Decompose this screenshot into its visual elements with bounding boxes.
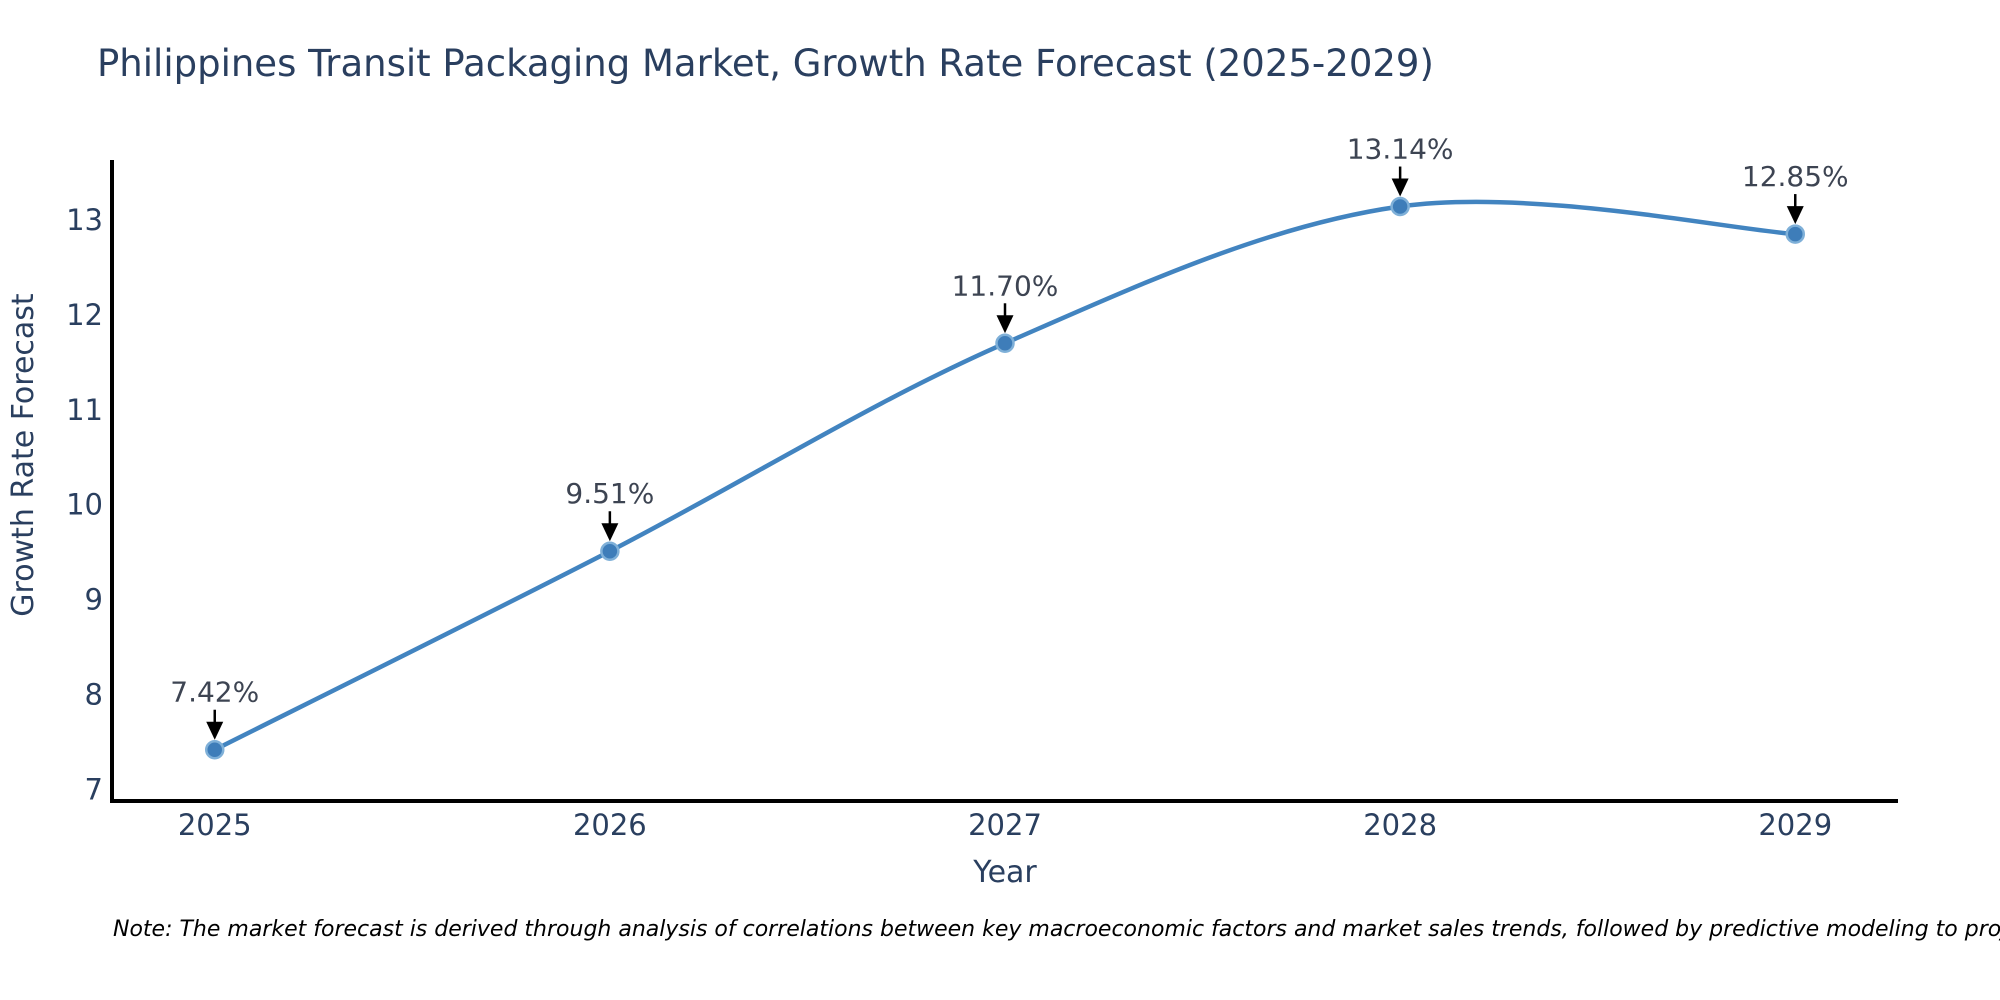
annotation-arrowhead <box>1786 206 1804 225</box>
data-point-marker[interactable] <box>600 541 620 561</box>
x-tick-label: 2025 <box>178 808 252 842</box>
data-point-marker[interactable] <box>1390 196 1410 217</box>
y-tick-label: 9 <box>85 583 103 617</box>
annotation-arrowhead <box>601 523 619 542</box>
data-point-marker[interactable] <box>1785 224 1806 244</box>
annotation-arrowhead <box>1391 178 1409 197</box>
annotation-arrowhead <box>996 315 1014 334</box>
x-tick-label: 2026 <box>573 808 647 842</box>
y-tick-label: 8 <box>85 678 103 712</box>
series-layer <box>204 196 1806 760</box>
data-point-marker[interactable] <box>995 333 1015 354</box>
x-tick-label: 2027 <box>968 808 1042 842</box>
axes-layer <box>110 160 1898 803</box>
x-tick-label: 2028 <box>1363 808 1437 842</box>
y-axis-title: Growth Rate Forecast <box>6 293 41 617</box>
x-axis-title: Year <box>972 855 1037 890</box>
data-point-label: 11.70% <box>952 269 1059 302</box>
annotation-layer: 7.42% 9.51% 11.70% 13.14% 12.85% <box>170 133 1849 740</box>
footnote: Note: The market forecast is derived thr… <box>113 917 2000 942</box>
y-tick-label: 13 <box>66 203 103 237</box>
y-tick-label: 10 <box>66 488 103 522</box>
data-point-label: 7.42% <box>170 676 259 709</box>
ticks-layer: 7 8 9 10 11 12 13 2025 2026 2027 2028 2029 <box>66 203 1832 842</box>
annotation-arrowhead <box>206 721 224 740</box>
data-point-marker[interactable] <box>204 739 225 760</box>
y-tick-label: 12 <box>66 298 103 332</box>
data-point-label: 12.85% <box>1742 160 1849 193</box>
data-point-label: 13.14% <box>1347 133 1454 166</box>
y-tick-label: 7 <box>85 773 103 807</box>
x-tick-label: 2029 <box>1758 808 1832 842</box>
chart-title: Philippines Transit Packaging Market, Gr… <box>97 42 1434 85</box>
y-tick-label: 11 <box>66 393 103 427</box>
data-point-label: 9.51% <box>565 477 654 510</box>
